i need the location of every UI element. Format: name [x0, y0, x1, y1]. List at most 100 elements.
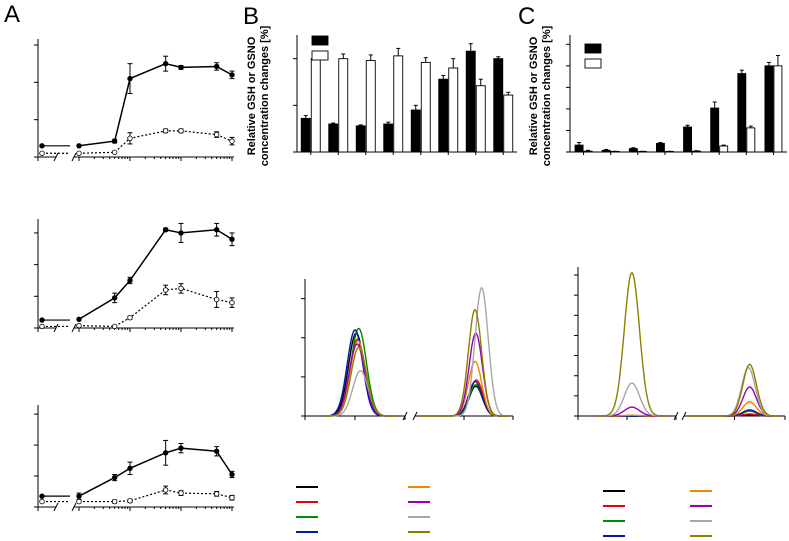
bar-gsh [574, 144, 584, 153]
data-point [229, 471, 235, 478]
trace-gs-ntb-peak [419, 308, 509, 417]
series-line-gssg [79, 489, 233, 503]
legend-swatch-gsh [311, 35, 329, 46]
data-point-zero [39, 498, 45, 505]
bar-gsno [746, 127, 756, 153]
data-point [213, 491, 220, 497]
panel-letter-b: B [243, 3, 259, 30]
y-axis-label-line-1: Relative GSH or GSNO [246, 36, 258, 155]
panel-letter-c: C [518, 3, 535, 30]
data-point [111, 149, 118, 156]
data-point [76, 316, 82, 322]
trace-gsno-peak [325, 343, 395, 417]
data-point [127, 465, 133, 471]
data-point [213, 227, 220, 233]
data-point [111, 323, 118, 330]
axis-break-mark [53, 502, 59, 512]
bar-gsh [328, 123, 339, 153]
data-point [178, 64, 184, 71]
series-line-gsh [78, 228, 233, 320]
legend-swatch-gsno [311, 50, 329, 61]
bar-gsno [719, 145, 729, 153]
bar-gsh [465, 50, 476, 153]
bar-gsh [737, 73, 747, 153]
data-point [178, 128, 184, 134]
data-point [127, 277, 133, 284]
data-point [213, 131, 220, 138]
bar-gsh [683, 126, 693, 153]
axis-break-mark [681, 411, 687, 421]
axis-break-mark [71, 502, 77, 512]
data-point [76, 143, 82, 149]
axis-break-mark [71, 152, 77, 162]
data-point [76, 322, 82, 329]
data-point [111, 474, 118, 481]
data-point [229, 299, 235, 306]
bar-gsh [764, 65, 774, 153]
bar-gsno [338, 58, 349, 153]
data-point [162, 60, 169, 67]
series-line-gsh [78, 447, 233, 497]
bar-gsno [365, 60, 376, 153]
axis-break-mark [412, 411, 418, 421]
panel-letter-a: A [4, 1, 20, 28]
trace-gsno-peak [597, 271, 667, 417]
data-point [178, 230, 184, 236]
data-point-zero [39, 317, 45, 323]
bar-gsno [420, 61, 431, 153]
trace-gs-ntb-peak [689, 366, 780, 417]
axis-break-mark [53, 323, 59, 333]
bar-gsh [655, 142, 665, 153]
data-point [229, 236, 235, 242]
bar-gsh [710, 107, 720, 153]
axis-break-mark [71, 323, 77, 333]
bar-gsno [393, 55, 404, 153]
bar-gsh [410, 109, 421, 153]
data-point [229, 138, 235, 144]
trace-gs-ntb-peak [689, 363, 780, 417]
data-point [162, 487, 169, 493]
data-point [178, 285, 184, 292]
bar-gsh [438, 78, 449, 153]
y-axis-label: Relative GSH or GSNOconcentration change… [246, 25, 271, 166]
data-point [111, 498, 118, 505]
trace-gsno-peak [325, 346, 395, 417]
trace-gsno-peak [325, 340, 395, 417]
trace-gsno-peak [325, 370, 395, 417]
bar-gsno [310, 58, 321, 153]
bar-gsh [300, 117, 311, 153]
bar-gsno [475, 85, 486, 153]
data-point [76, 498, 82, 505]
data-point [127, 315, 133, 321]
legend-swatch-gsno [584, 58, 602, 69]
data-point [76, 493, 82, 499]
bar-gsno [773, 65, 783, 153]
bar-gsh [601, 149, 611, 153]
y-axis-label-line-2: concentration changes [%] [541, 25, 553, 166]
y-axis-label-line-1: Relative GSH or GSNO [528, 36, 540, 155]
bar-gsno [503, 94, 514, 153]
bar-gsh [355, 125, 366, 153]
bar-gsno [448, 67, 459, 153]
bar-gsh [493, 58, 504, 153]
bar-gsno [583, 150, 593, 153]
data-point-zero [39, 493, 45, 499]
chart-layer: Relative GSH or GSNOconcentration change… [34, 25, 787, 537]
data-point [229, 495, 235, 501]
y-axis-label-line-2: concentration changes [%] [259, 25, 271, 166]
data-point [76, 150, 82, 156]
data-point [127, 498, 133, 504]
data-point [111, 295, 118, 301]
bar-gsh [383, 123, 394, 153]
series-line-gssg [78, 287, 233, 328]
trace-gsno-peak [597, 382, 667, 417]
data-point-zero [39, 150, 45, 156]
data-point [162, 450, 169, 456]
data-point [127, 135, 133, 142]
data-point [162, 128, 169, 134]
data-point-zero [39, 143, 45, 149]
bar-gsh [628, 148, 638, 153]
legend-swatch-gsh [584, 43, 602, 54]
data-point [213, 448, 220, 454]
